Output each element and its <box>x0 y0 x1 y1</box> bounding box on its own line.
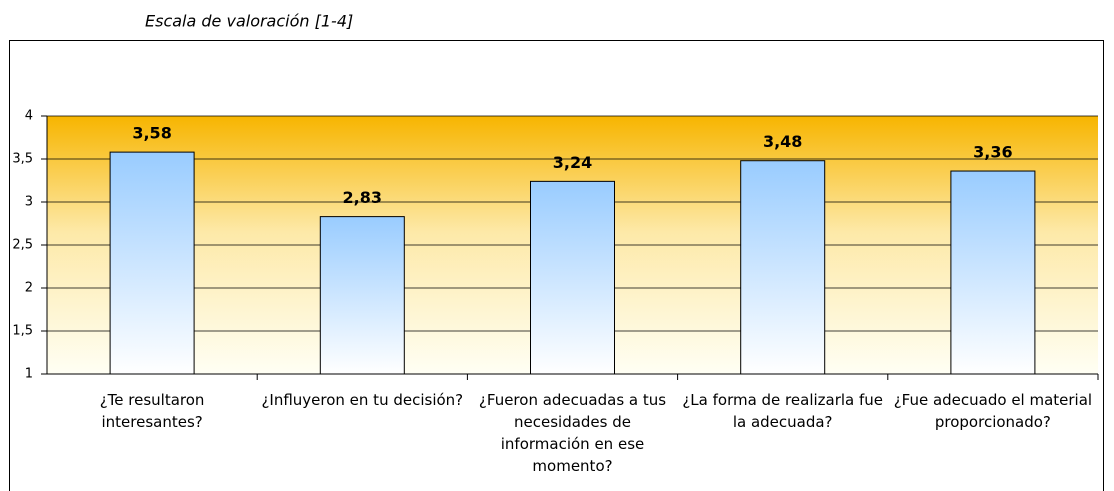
y-tick-label: 3 <box>25 195 33 210</box>
bar <box>950 170 1036 375</box>
x-tick-label: ¿Fueron adecuadas a tus necesidades de i… <box>478 391 667 475</box>
y-tick-label: 3,5 <box>12 152 33 167</box>
y-tick-label: 1 <box>25 367 33 382</box>
bar <box>319 216 405 375</box>
y-tick-label: 4 <box>25 109 33 124</box>
value-label: 2,83 <box>343 188 382 207</box>
value-label: 3,36 <box>973 143 1012 162</box>
chart-title: Escala de valoración [1-4] <box>145 12 353 31</box>
value-label: 3,48 <box>763 132 802 151</box>
value-label: 3,58 <box>132 124 171 143</box>
x-tick-label: ¿Fue adecuado el material proporcionado? <box>893 391 1093 431</box>
bar <box>740 160 826 375</box>
value-label: 3,24 <box>553 153 592 172</box>
bar <box>109 151 195 375</box>
y-tick-label: 2,5 <box>12 238 33 253</box>
bar <box>530 180 615 375</box>
y-tick-label: 2 <box>25 281 33 296</box>
x-tick-label: ¿Te resultaron interesantes? <box>99 391 205 431</box>
y-tick-label: 1,5 <box>12 324 33 339</box>
x-tick-label: ¿La forma de realizarla fue la adecuada? <box>682 391 884 431</box>
x-tick-label: ¿Influyeron en tu decisión? <box>261 391 464 409</box>
